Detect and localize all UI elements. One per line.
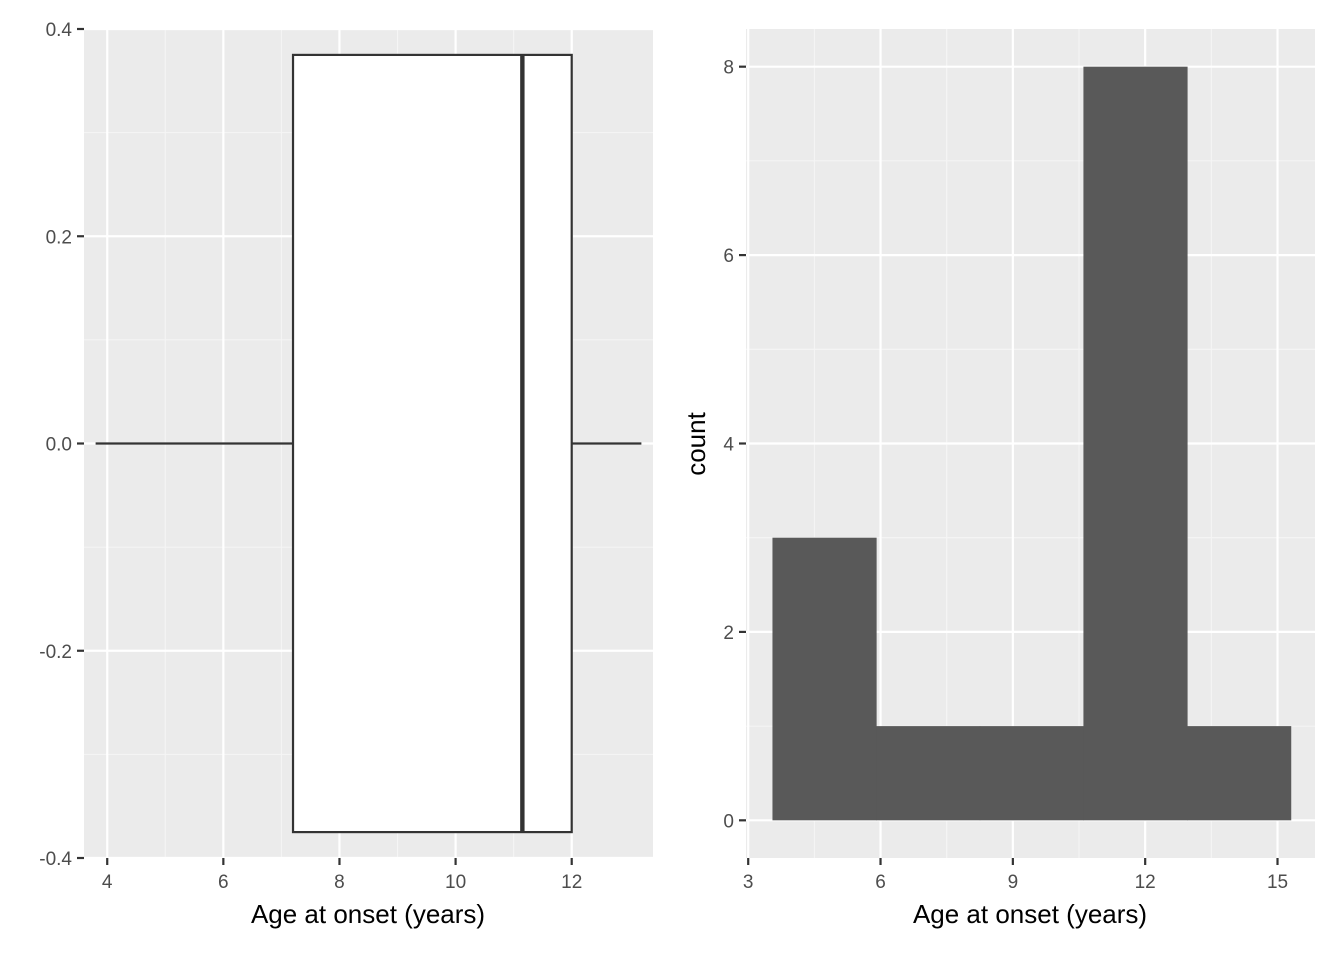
histogram-y-axis-title: count — [681, 411, 711, 475]
histogram-axes: 3 6 9 12 15 0 2 4 6 8 — [723, 58, 1288, 893]
histogram-x-tick-label: 3 — [743, 872, 754, 893]
histogram-bar — [979, 726, 1084, 821]
histogram-x-axis-title: Age at onset (years) — [913, 899, 1147, 929]
boxplot-y-tick-label: -0.4 — [39, 849, 72, 870]
boxplot-x-tick-label: 4 — [102, 872, 113, 893]
boxplot-x-tick-label: 10 — [445, 872, 466, 893]
boxplot-x-tick-label: 6 — [218, 872, 229, 893]
boxplot-marks — [95, 53, 642, 834]
histogram-panel: 3 6 9 12 15 0 2 4 6 8 Age at onset (years) count — [681, 29, 1315, 929]
boxplot-y-tick-label: 0.2 — [46, 227, 72, 248]
boxplot-axes: 4 6 8 10 12 -0.4 -0.2 0.0 0.2 0.4 — [39, 20, 582, 893]
boxplot-x-tick-label: 8 — [334, 872, 345, 893]
boxplot-x-tick-label: 12 — [561, 872, 582, 893]
boxplot-x-axis-title: Age at onset (years) — [251, 899, 485, 929]
histogram-y-tick-label: 2 — [723, 623, 734, 644]
histogram-y-tick-label: 0 — [723, 811, 734, 832]
histogram-y-tick-label: 8 — [723, 58, 734, 79]
boxplot-y-tick-label: 0.4 — [46, 20, 73, 41]
histogram-x-tick-label: 15 — [1267, 872, 1288, 893]
histogram-y-tick-label: 6 — [723, 246, 734, 267]
boxplot-panel: 4 6 8 10 12 -0.4 -0.2 0.0 0.2 0.4 Age at onset (y… — [39, 20, 653, 929]
histogram-marks — [772, 66, 1292, 821]
boxplot-y-tick-label: -0.2 — [39, 642, 72, 663]
histogram-x-tick-label: 6 — [875, 872, 886, 893]
histogram-x-tick-label: 9 — [1008, 872, 1019, 893]
histogram-bar — [1083, 66, 1188, 821]
histogram-bar — [772, 537, 877, 821]
histogram-bar — [876, 726, 981, 821]
interquartile-box — [291, 53, 573, 834]
histogram-x-tick-label: 12 — [1135, 872, 1156, 893]
boxplot-y-tick-label: 0.0 — [46, 435, 72, 456]
histogram-y-tick-label: 4 — [723, 435, 734, 456]
histogram-bar — [1187, 726, 1292, 821]
